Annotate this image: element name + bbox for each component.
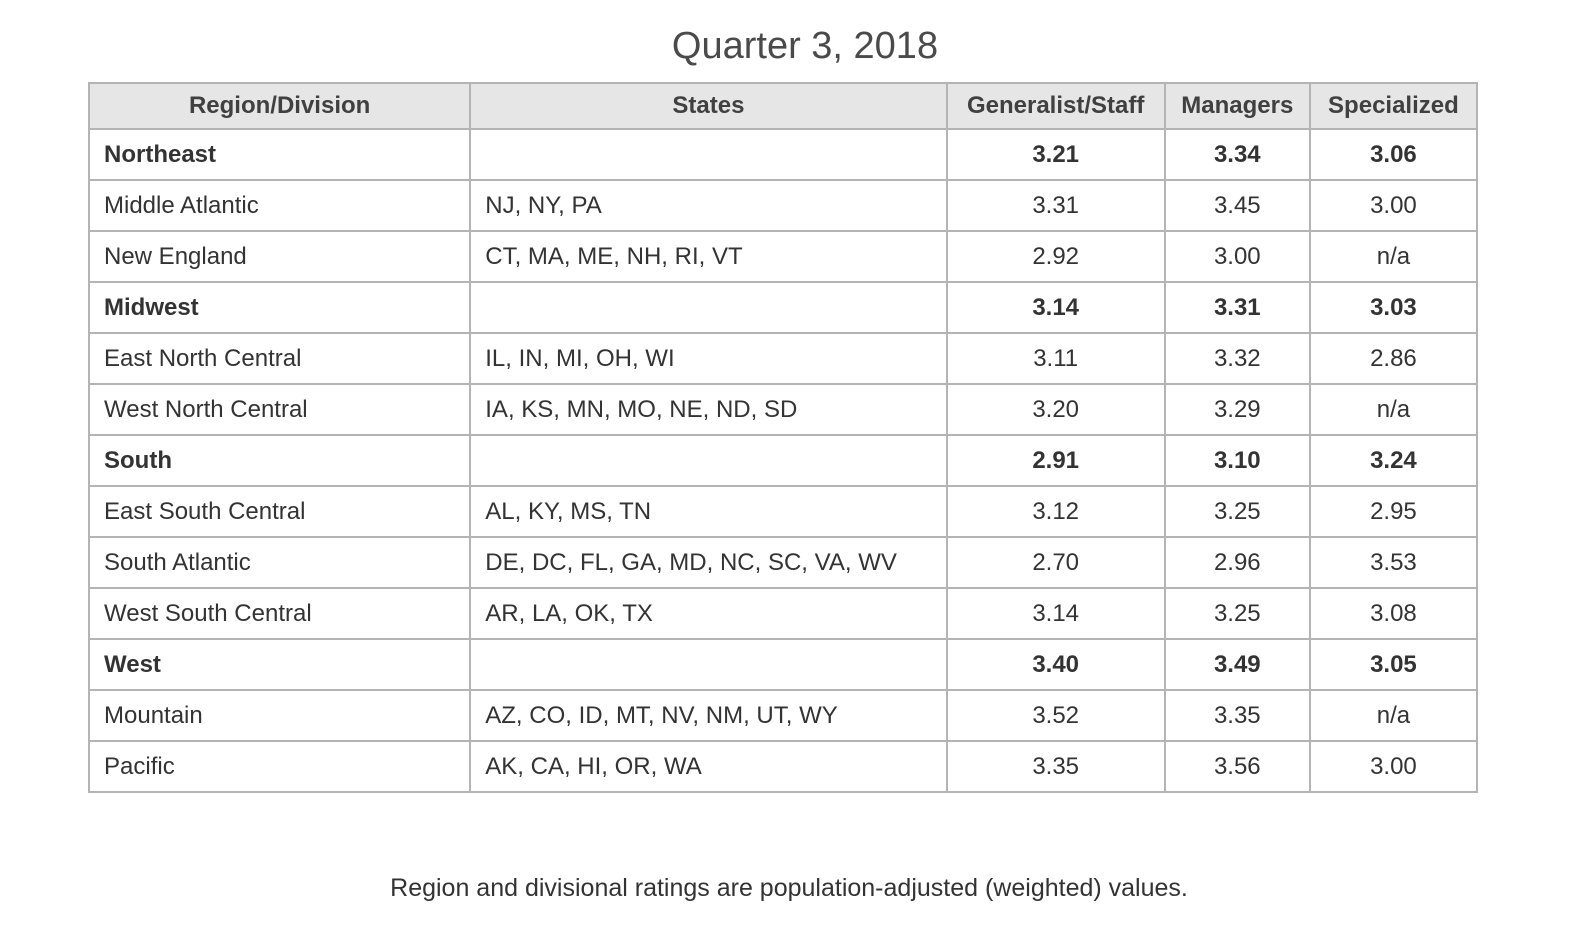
cell-region-name: West	[87, 638, 472, 691]
table-row-west: West 3.40 3.49 3.05	[87, 638, 1479, 691]
cell-managers: 3.25	[1163, 587, 1311, 640]
cell-managers: 2.96	[1163, 536, 1311, 589]
column-header-specialized: Specialized	[1308, 82, 1479, 130]
ratings-table: Region/Division States Generalist/Staff …	[87, 82, 1479, 793]
table-row-northeast: Northeast 3.21 3.34 3.06	[87, 128, 1479, 181]
cell-states	[469, 281, 948, 334]
table-row-mountain: Mountain AZ, CO, ID, MT, NV, NM, UT, WY …	[87, 689, 1479, 742]
cell-specialized: 3.03	[1308, 281, 1479, 334]
table-row-east-north-central: East North Central IL, IN, MI, OH, WI 3.…	[87, 332, 1479, 385]
table-row-west-north-central: West North Central IA, KS, MN, MO, NE, N…	[87, 383, 1479, 436]
cell-managers: 3.29	[1163, 383, 1311, 436]
cell-specialized: n/a	[1308, 689, 1479, 742]
cell-region-name: Midwest	[87, 281, 472, 334]
cell-division-name: East North Central	[87, 332, 472, 385]
cell-division-name: East South Central	[87, 485, 472, 538]
cell-managers: 3.31	[1163, 281, 1311, 334]
column-header-region-division: Region/Division	[87, 82, 472, 130]
cell-states	[469, 638, 948, 691]
cell-generalist: 3.40	[945, 638, 1166, 691]
table-row-south-atlantic: South Atlantic DE, DC, FL, GA, MD, NC, S…	[87, 536, 1479, 589]
cell-managers: 3.10	[1163, 434, 1311, 487]
cell-specialized: 2.86	[1308, 332, 1479, 385]
cell-specialized: 2.95	[1308, 485, 1479, 538]
cell-specialized: 3.06	[1308, 128, 1479, 181]
cell-generalist: 3.20	[945, 383, 1166, 436]
cell-managers: 3.34	[1163, 128, 1311, 181]
cell-specialized: 3.00	[1308, 179, 1479, 232]
cell-states	[469, 128, 948, 181]
table-header-row: Region/Division States Generalist/Staff …	[87, 82, 1479, 130]
cell-division-name: West South Central	[87, 587, 472, 640]
table-row-pacific: Pacific AK, CA, HI, OR, WA 3.35 3.56 3.0…	[87, 740, 1479, 793]
cell-managers: 3.35	[1163, 689, 1311, 742]
cell-division-name: Pacific	[87, 740, 472, 793]
cell-generalist: 2.92	[945, 230, 1166, 283]
cell-specialized: 3.24	[1308, 434, 1479, 487]
cell-managers: 3.45	[1163, 179, 1311, 232]
cell-states: AL, KY, MS, TN	[469, 485, 948, 538]
cell-specialized: 3.53	[1308, 536, 1479, 589]
cell-managers: 3.49	[1163, 638, 1311, 691]
cell-division-name: South Atlantic	[87, 536, 472, 589]
cell-division-name: Mountain	[87, 689, 472, 742]
cell-specialized: n/a	[1308, 383, 1479, 436]
cell-generalist: 3.12	[945, 485, 1166, 538]
cell-states: DE, DC, FL, GA, MD, NC, SC, VA, WV	[469, 536, 948, 589]
cell-division-name: New England	[87, 230, 472, 283]
cell-generalist: 3.31	[945, 179, 1166, 232]
column-header-states: States	[469, 82, 948, 130]
cell-specialized: 3.08	[1308, 587, 1479, 640]
cell-states: AK, CA, HI, OR, WA	[469, 740, 948, 793]
table-row-south: South 2.91 3.10 3.24	[87, 434, 1479, 487]
cell-specialized: n/a	[1308, 230, 1479, 283]
cell-managers: 3.32	[1163, 332, 1311, 385]
cell-specialized: 3.05	[1308, 638, 1479, 691]
table-title: Quarter 3, 2018	[671, 25, 939, 67]
table-row-west-south-central: West South Central AR, LA, OK, TX 3.14 3…	[87, 587, 1479, 640]
table-row-new-england: New England CT, MA, ME, NH, RI, VT 2.92 …	[87, 230, 1479, 283]
cell-states: IL, IN, MI, OH, WI	[469, 332, 948, 385]
table-row-east-south-central: East South Central AL, KY, MS, TN 3.12 3…	[87, 485, 1479, 538]
cell-generalist: 3.35	[945, 740, 1166, 793]
cell-states: NJ, NY, PA	[469, 179, 948, 232]
cell-managers: 3.25	[1163, 485, 1311, 538]
column-header-generalist-staff: Generalist/Staff	[945, 82, 1166, 130]
cell-generalist: 3.14	[945, 587, 1166, 640]
cell-generalist: 2.91	[945, 434, 1166, 487]
cell-division-name: West North Central	[87, 383, 472, 436]
cell-managers: 3.00	[1163, 230, 1311, 283]
cell-managers: 3.56	[1163, 740, 1311, 793]
cell-states: AR, LA, OK, TX	[469, 587, 948, 640]
cell-generalist: 3.52	[945, 689, 1166, 742]
footnote: Region and divisional ratings are popula…	[390, 874, 1188, 902]
table-row-midwest: Midwest 3.14 3.31 3.03	[87, 281, 1479, 334]
cell-generalist: 3.11	[945, 332, 1166, 385]
column-header-managers: Managers	[1163, 82, 1311, 130]
table-row-middle-atlantic: Middle Atlantic NJ, NY, PA 3.31 3.45 3.0…	[87, 179, 1479, 232]
cell-division-name: Middle Atlantic	[87, 179, 472, 232]
cell-generalist: 3.21	[945, 128, 1166, 181]
cell-states: AZ, CO, ID, MT, NV, NM, UT, WY	[469, 689, 948, 742]
cell-region-name: Northeast	[87, 128, 472, 181]
cell-specialized: 3.00	[1308, 740, 1479, 793]
cell-generalist: 2.70	[945, 536, 1166, 589]
cell-states: IA, KS, MN, MO, NE, ND, SD	[469, 383, 948, 436]
cell-generalist: 3.14	[945, 281, 1166, 334]
cell-region-name: South	[87, 434, 472, 487]
cell-states: CT, MA, ME, NH, RI, VT	[469, 230, 948, 283]
cell-states	[469, 434, 948, 487]
